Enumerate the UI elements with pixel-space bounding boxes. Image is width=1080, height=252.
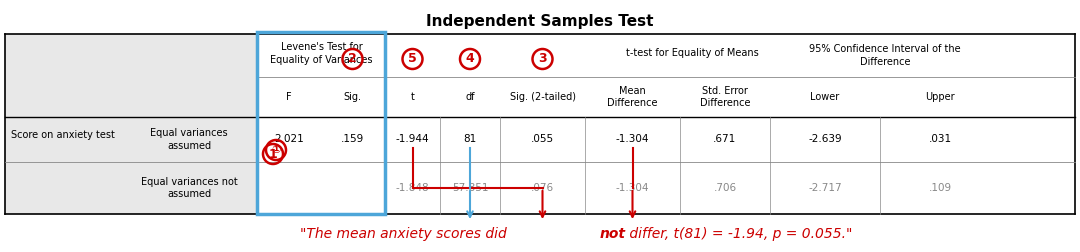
Text: 57.851: 57.851 [451,183,488,193]
Text: Mean
Difference: Mean Difference [607,86,658,108]
Text: 1: 1 [269,147,278,161]
Text: -2.717: -2.717 [808,183,841,193]
Text: not: not [600,227,626,241]
Bar [5,117,258,214]
Text: t-test for Equality of Means: t-test for Equality of Means [626,48,759,58]
Text: differ, t(81) = -1.94, p = 0.055.": differ, t(81) = -1.94, p = 0.055." [625,227,852,241]
Text: 2.021: 2.021 [274,135,303,144]
Text: Equal variances
assumed: Equal variances assumed [150,128,228,151]
Text: .055: .055 [531,135,554,144]
Text: Upper: Upper [926,92,955,102]
Text: t: t [410,92,415,102]
Text: Score on anxiety test: Score on anxiety test [11,130,114,140]
Bar [5,34,258,117]
Text: Sig.: Sig. [343,92,362,102]
Text: 3: 3 [538,52,546,66]
Text: 5: 5 [408,52,417,66]
Bar [258,117,1075,214]
Text: .031: .031 [929,135,951,144]
Text: 4: 4 [465,52,474,66]
Text: .076: .076 [531,183,554,193]
Text: -1.944: -1.944 [395,135,430,144]
Text: -1.304: -1.304 [616,135,649,144]
Text: F: F [286,92,292,102]
Text: ①: ① [271,145,281,155]
Text: .109: .109 [929,183,951,193]
Text: Sig. (2-tailed): Sig. (2-tailed) [510,92,576,102]
Text: -1.848: -1.848 [395,183,430,193]
Bar [5,34,1075,117]
Text: .706: .706 [714,183,737,193]
Bar [5,117,258,214]
Text: Lower: Lower [810,92,839,102]
Text: 2: 2 [348,52,356,66]
Text: -2.639: -2.639 [808,135,841,144]
Text: Levene's Test for
Equality of Variances: Levene's Test for Equality of Variances [270,42,373,65]
Bar [257,32,384,214]
Text: 81: 81 [463,135,476,144]
Text: Independent Samples Test: Independent Samples Test [427,14,653,29]
Text: "The mean anxiety scores did: "The mean anxiety scores did [300,227,511,241]
Text: 95% Confidence Interval of the
Difference: 95% Confidence Interval of the Differenc… [809,44,961,67]
Text: Equal variances not
assumed: Equal variances not assumed [140,177,238,199]
Text: Std. Error
Difference: Std. Error Difference [700,86,751,108]
Text: .671: .671 [714,135,737,144]
Text: -1.304: -1.304 [616,183,649,193]
Text: df: df [465,92,475,102]
Text: .159: .159 [341,135,364,144]
